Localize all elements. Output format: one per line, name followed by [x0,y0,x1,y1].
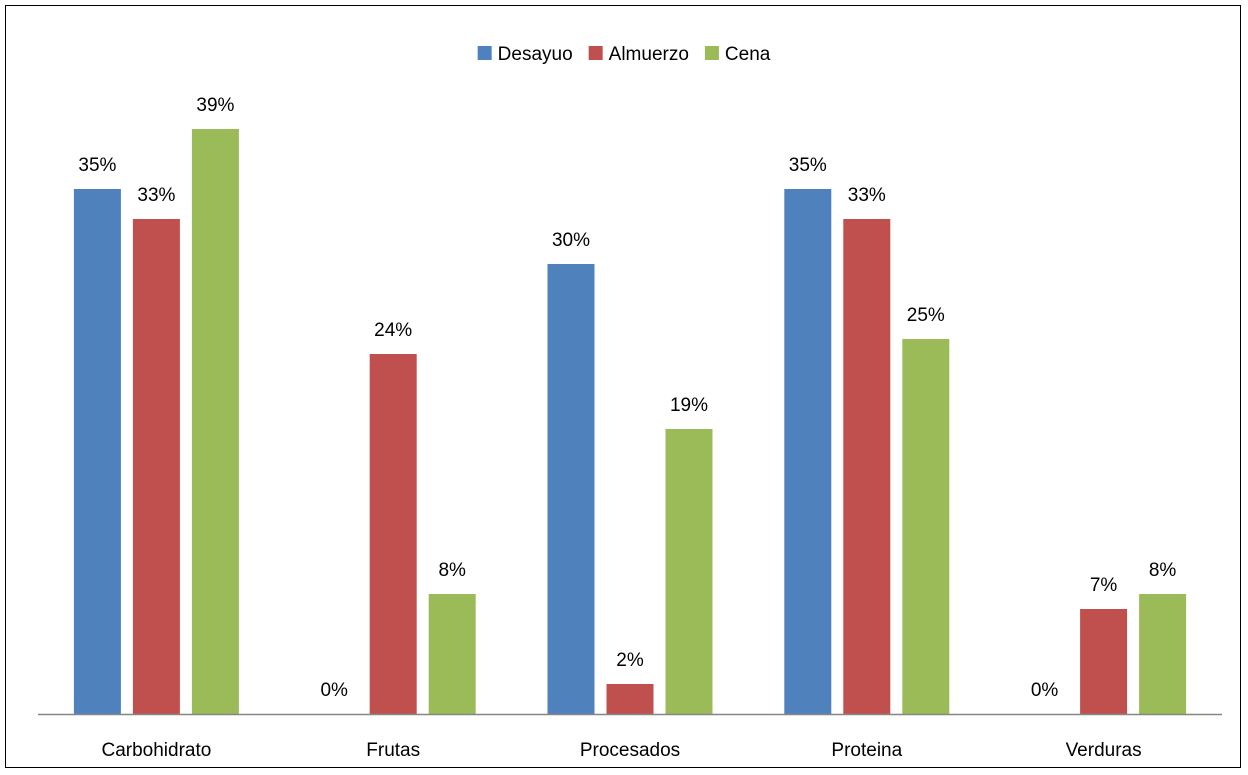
bar-desayuo-carbohidrato [73,189,121,714]
bar-almuerzo-carbohidrato [132,219,180,714]
legend-label-desayuo: Desayuo [498,44,573,65]
data-label-almuerzo-frutas: 24% [374,320,412,341]
bars-group [73,129,1187,714]
data-label-cena-proteina: 25% [907,305,945,326]
bar-cena-proteina [902,339,950,714]
legend-swatch-almuerzo [588,46,603,60]
category-label-proteina: Proteina [831,740,902,761]
data-label-almuerzo-procesados: 2% [616,650,644,671]
legend-label-almuerzo: Almuerzo [609,44,689,65]
category-labels-group: Carbohidrato Frutas Procesados Proteina Verd… [101,740,1141,761]
bar-almuerzo-procesados [606,684,654,714]
legend-label-cena: Cena [725,44,771,65]
data-label-desayuo-verduras: 0% [1031,680,1059,701]
data-label-cena-procesados: 19% [670,395,708,416]
category-label-verduras: Verduras [1066,740,1142,761]
data-label-desayuo-procesados: 30% [552,230,590,251]
bar-almuerzo-verduras [1080,609,1128,714]
data-label-cena-verduras: 8% [1149,560,1177,581]
data-label-cena-frutas: 8% [438,560,466,581]
bar-cena-procesados [665,429,713,714]
legend-swatch-cena [704,46,719,60]
data-label-almuerzo-carbohidrato: 33% [137,185,175,206]
legend-item-desayuo: Desayuo [477,44,573,65]
legend-item-almuerzo: Almuerzo [588,44,689,65]
legend: Desayuo Almuerzo Cena [477,44,771,65]
bar-cena-verduras [1139,594,1187,714]
bar-cena-frutas [428,594,476,714]
legend-item-cena: Cena [704,44,771,65]
data-label-almuerzo-verduras: 7% [1090,575,1118,596]
data-label-desayuo-frutas: 0% [320,680,348,701]
chart-frame: Desayuo Almuerzo Cena 35% 33% 39% 0% 24% 8% 30% 2… [5,5,1241,768]
legend-swatch-desayuo [477,46,492,60]
category-label-frutas: Frutas [366,740,420,761]
bar-chart: Desayuo Almuerzo Cena 35% 33% 39% 0% 24% 8% 30% 2… [38,44,1222,761]
bar-almuerzo-frutas [369,354,417,714]
data-label-desayuo-carbohidrato: 35% [78,155,116,176]
data-labels-group: 35% 33% 39% 0% 24% 8% 30% 2% 19% 35% 33% 25% 0% 7% 8% [78,95,1176,701]
data-label-almuerzo-proteina: 33% [848,185,886,206]
category-label-procesados: Procesados [580,740,680,761]
bar-desayuo-proteina [784,189,832,714]
bar-almuerzo-proteina [843,219,891,714]
bar-cena-carbohidrato [191,129,239,714]
category-label-carbohidrato: Carbohidrato [101,740,211,761]
data-label-desayuo-proteina: 35% [789,155,827,176]
bar-desayuo-procesados [547,264,595,714]
data-label-cena-carbohidrato: 39% [196,95,234,116]
